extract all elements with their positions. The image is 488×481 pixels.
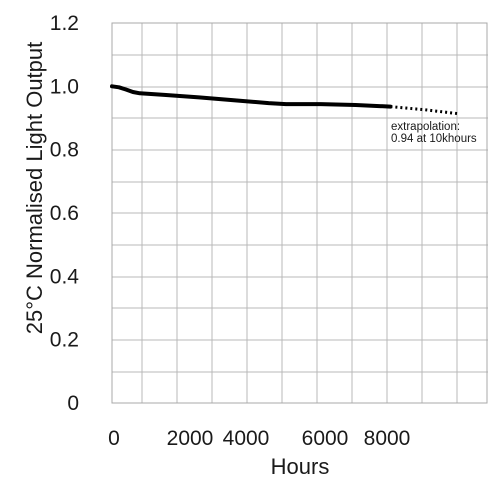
x-tick-label: 2000 (167, 427, 214, 450)
plot-border (111, 22, 488, 404)
annotation: extrapolation:0.94 at 10khours (391, 121, 477, 145)
grid (111, 23, 488, 403)
y-tick-label: 0.4 (50, 265, 80, 288)
annotation-line: 0.94 at 10khours (391, 133, 477, 145)
extrapolation-line (390, 105, 461, 116)
y-tick-label: 1.2 (50, 12, 79, 35)
measured-line (110, 84, 393, 109)
x-tick-label: 8000 (364, 427, 411, 450)
y-tick-label: 0.8 (50, 139, 79, 162)
y-tick-label: 1.0 (50, 75, 79, 98)
y-tick-label: 0 (67, 392, 79, 415)
x-tick-label: 6000 (302, 427, 349, 450)
annotation-line: extrapolation: (391, 121, 460, 133)
x-axis-label: Hours (271, 454, 330, 479)
x-tick-label: 4000 (223, 427, 270, 450)
x-tick-label: 0 (108, 427, 120, 450)
series-lines (110, 84, 461, 116)
y-tick-label: 0.2 (50, 329, 79, 352)
y-tick-label: 0.6 (50, 202, 79, 225)
x-tick-labels: 0 2000 4000 6000 8000 (108, 427, 410, 450)
plot-frame (111, 22, 488, 404)
y-axis-label: 25°C Normalised Light Output (22, 42, 47, 335)
y-tick-labels: 0 0.2 0.4 0.6 0.8 1.0 1.2 (50, 12, 80, 415)
